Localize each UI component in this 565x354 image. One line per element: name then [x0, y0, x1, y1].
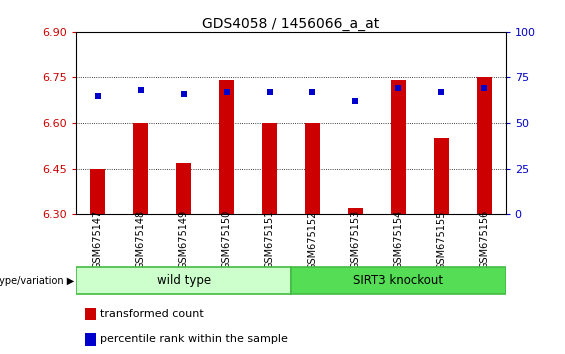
Text: GSM675150: GSM675150 [221, 210, 232, 269]
Bar [348, 208, 363, 214]
Title: GDS4058 / 1456066_a_at: GDS4058 / 1456066_a_at [202, 17, 380, 31]
Text: SIRT3 knockout: SIRT3 knockout [353, 274, 444, 287]
Bar [85, 308, 95, 320]
Bar [219, 80, 234, 214]
FancyBboxPatch shape [76, 267, 291, 294]
Text: genotype/variation ▶: genotype/variation ▶ [0, 275, 74, 286]
Text: GSM675149: GSM675149 [179, 210, 189, 269]
Bar [305, 123, 320, 214]
FancyBboxPatch shape [291, 267, 506, 294]
Bar [434, 138, 449, 214]
Text: GSM675148: GSM675148 [136, 210, 146, 269]
Text: percentile rank within the sample: percentile rank within the sample [100, 334, 288, 344]
Text: GSM675152: GSM675152 [307, 210, 318, 269]
Bar [262, 123, 277, 214]
Text: wild type: wild type [157, 274, 211, 287]
Bar [477, 78, 492, 214]
Text: GSM675153: GSM675153 [350, 210, 360, 269]
Bar [90, 169, 105, 214]
Text: GSM675154: GSM675154 [393, 210, 403, 269]
Bar [133, 123, 148, 214]
Text: GSM675155: GSM675155 [436, 210, 446, 269]
Text: GSM675156: GSM675156 [479, 210, 489, 269]
Text: GSM675151: GSM675151 [264, 210, 275, 269]
Bar [176, 162, 191, 214]
Text: transformed count: transformed count [100, 309, 203, 319]
Bar [85, 333, 95, 346]
Text: GSM675147: GSM675147 [93, 210, 103, 269]
Bar [391, 80, 406, 214]
